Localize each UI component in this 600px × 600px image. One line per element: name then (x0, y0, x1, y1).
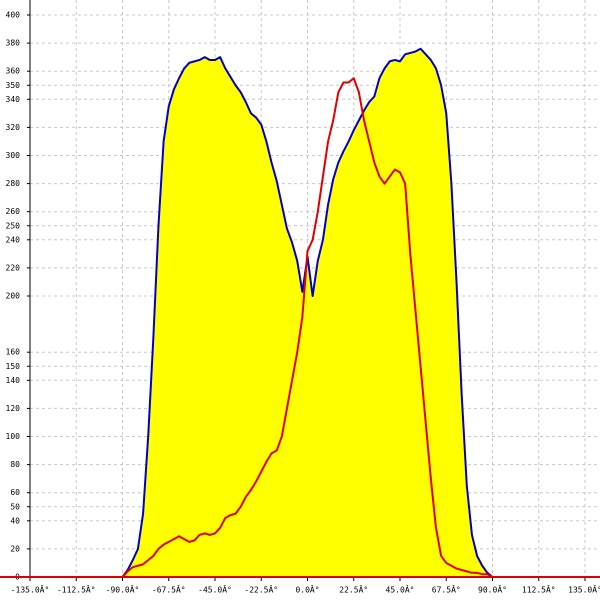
x-tick-label: 67.5Â° (432, 584, 461, 595)
y-tick-label: 380 (6, 39, 21, 48)
y-tick-label: 80 (10, 460, 20, 469)
y-tick-label: 200 (6, 292, 21, 301)
x-tick-label: -45.0Â° (198, 584, 232, 595)
line-series (121, 77, 493, 578)
x-tick-label: 45.0Â° (386, 584, 415, 595)
area-series (121, 47, 494, 578)
x-tick-label: -135.0Â° (11, 584, 50, 595)
y-tick-label: 340 (6, 95, 21, 104)
y-tick-label: 280 (6, 179, 21, 188)
y-tick-label: 260 (6, 207, 21, 216)
x-tick-label: -22.5Â° (244, 584, 278, 595)
y-tick-label: 160 (6, 348, 21, 357)
y-tick-label: 150 (6, 362, 21, 371)
y-tick-label: 140 (6, 376, 21, 385)
x-tick-label: 22.5Â° (339, 584, 368, 595)
y-tick-label: 40 (10, 516, 20, 525)
y-tick-label: 360 (6, 67, 21, 76)
x-tick-label: 90.0Â° (478, 584, 507, 595)
y-tick-label: 220 (6, 263, 21, 272)
y-tick-label: 350 (6, 81, 21, 90)
y-tick-label: 20 (10, 544, 20, 553)
y-tick-label: 60 (10, 488, 20, 497)
y-tick-label: 320 (6, 123, 21, 132)
y-tick-label: 50 (10, 502, 20, 511)
y-tick-label: 250 (6, 221, 21, 230)
x-tick-label: 0.0Â° (295, 584, 319, 595)
x-tick-label: -112.5Â° (57, 584, 96, 595)
y-tick-label: 120 (6, 404, 21, 413)
y-tick-label: 100 (6, 432, 21, 441)
x-tick-label: 135.0Â° (568, 584, 600, 595)
x-tick-label: -67.5Â° (152, 584, 186, 595)
x-tick-label: 112.5Â° (522, 584, 556, 595)
x-tick-label: -90.0Â° (106, 584, 140, 595)
y-tick-label: 240 (6, 235, 21, 244)
y-tick-label: 300 (6, 151, 21, 160)
y-tick-label: 400 (6, 11, 21, 20)
